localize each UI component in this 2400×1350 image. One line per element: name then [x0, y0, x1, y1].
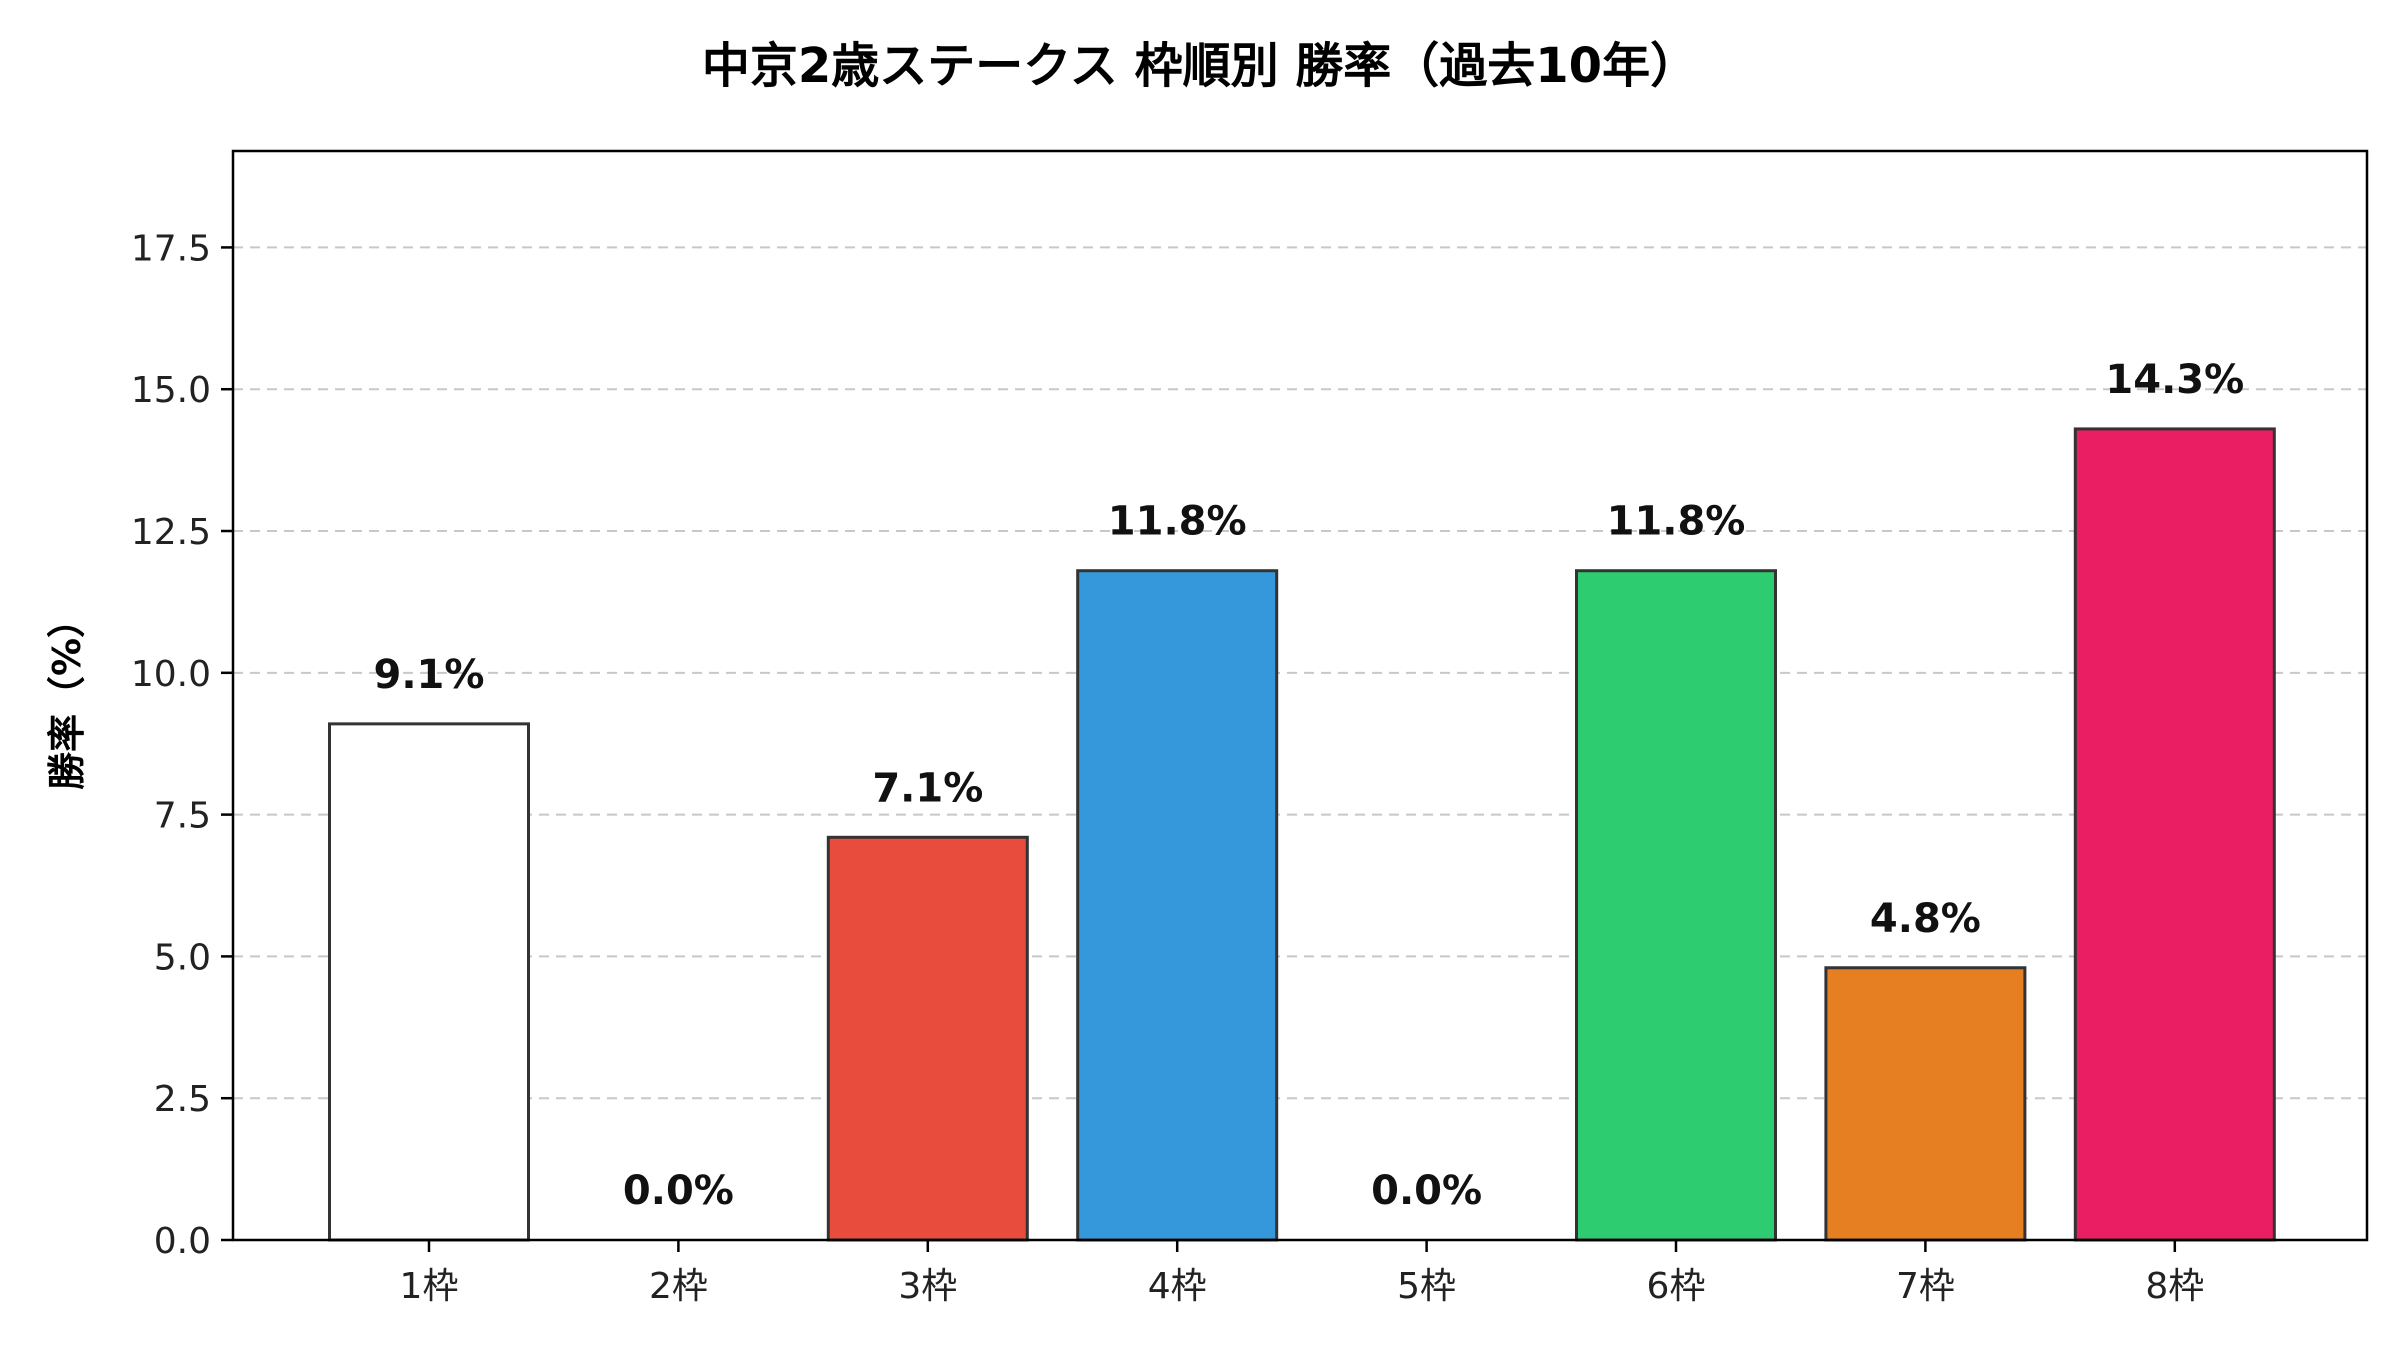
y-tick-label: 12.5 [131, 512, 211, 553]
bar [1824, 966, 2027, 1242]
plot-area-frame [231, 149, 2369, 1242]
data-label: 7.1% [872, 765, 983, 811]
bars [328, 427, 2276, 1242]
y-tick-label: 7.5 [154, 796, 211, 837]
x-tick-label: 7枠 [1896, 1266, 1955, 1307]
bar [1575, 569, 1777, 1242]
x-tick-label: 1枠 [400, 1266, 459, 1307]
data-label: 11.8% [1108, 499, 1247, 545]
y-tick-label: 10.0 [131, 654, 211, 695]
y-gridlines [233, 246, 2367, 1100]
y-tick-label: 2.5 [154, 1079, 211, 1120]
data-label: 4.8% [1870, 896, 1981, 942]
chart-title: 中京2歳ステークス 枠順別 勝率（過去10年） [702, 38, 1698, 94]
x-tick-label: 4枠 [1148, 1266, 1207, 1307]
y-tick-label: 15.0 [131, 370, 211, 411]
x-tick-label: 8枠 [2145, 1266, 2204, 1307]
x-tick-label: 2枠 [649, 1266, 708, 1307]
x-tick-label: 5枠 [1397, 1266, 1456, 1307]
data-label: 9.1% [374, 652, 485, 698]
x-tick-label: 3枠 [898, 1266, 957, 1307]
y-tick-label: 17.5 [131, 228, 211, 269]
data-label: 11.8% [1607, 499, 1746, 545]
data-label: 14.3% [2105, 357, 2244, 403]
y-tick-label: 0.0 [154, 1221, 211, 1262]
bar [1076, 569, 1279, 1242]
x-axis-ticks: 1枠 2枠 3枠 4枠 5枠 6枠 7枠 8枠 [400, 1240, 2204, 1307]
data-label: 0.0% [1371, 1168, 1482, 1214]
data-labels: 9.1% 0.0% 7.1% 11.8% 0.0% 11.8% 4.8% 14.3% [374, 357, 2245, 1214]
data-label: 0.0% [623, 1168, 734, 1214]
y-tick-label: 5.0 [154, 937, 211, 978]
y-axis-ticks: 0.0 2.5 5.0 7.5 10.0 12.5 15.0 17.5 [131, 228, 233, 1262]
x-tick-label: 6枠 [1647, 1266, 1706, 1307]
bar [2073, 427, 2276, 1242]
bar [826, 835, 1029, 1242]
bar [328, 722, 530, 1242]
y-axis-label: 勝率（%） [45, 600, 89, 790]
